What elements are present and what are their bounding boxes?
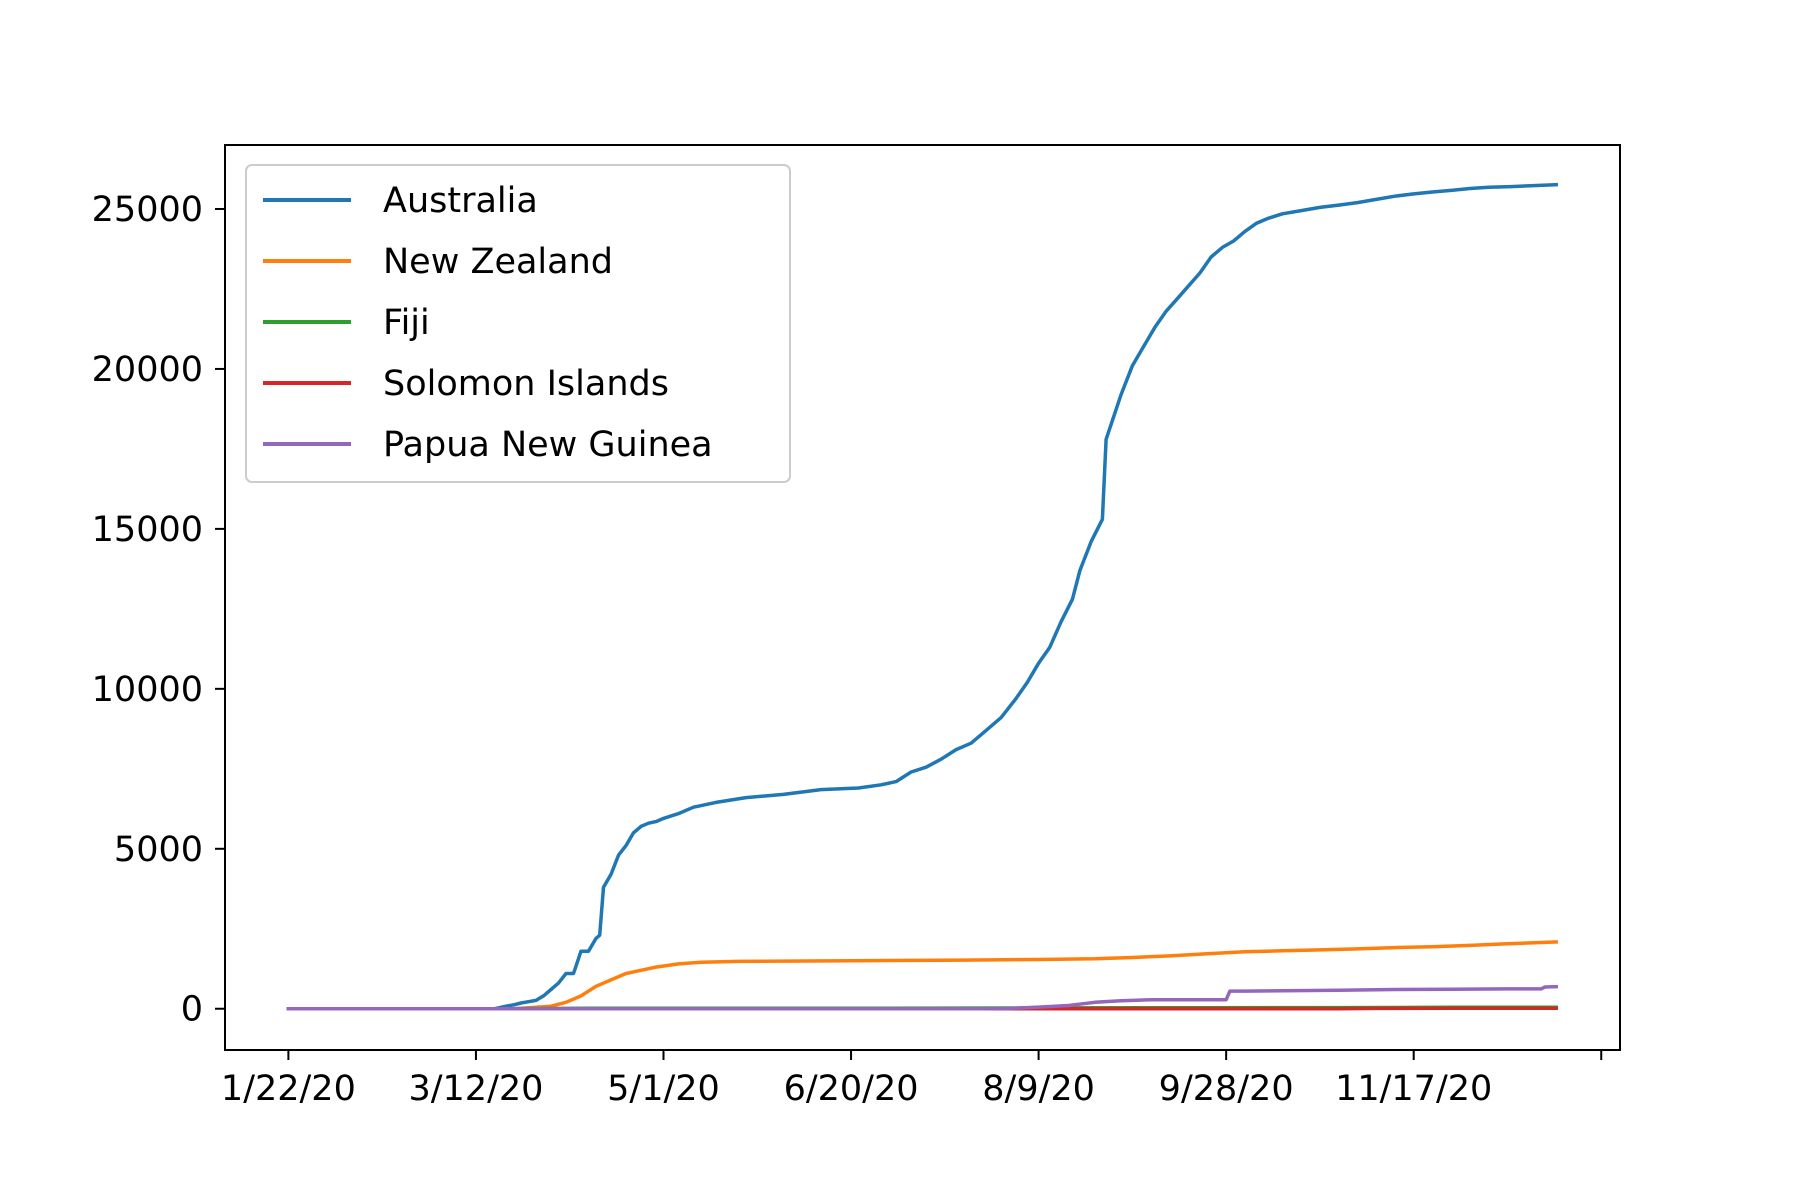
y-axis: 0 5000 10000 15000 20000 25000 [92, 190, 225, 1030]
y-tick-label: 10000 [92, 670, 203, 710]
legend: Australia New Zealand Fiji Solomon Islands P… [245, 164, 791, 483]
series-line-4 [286, 984, 1558, 1011]
y-tick-label: 25000 [92, 190, 203, 230]
legend-box [245, 164, 791, 483]
x-tick-label: 3/12/20 [408, 1069, 543, 1109]
plot-lines [286, 182, 1559, 1011]
legend-label: Australia [383, 181, 538, 221]
series-line-0 [286, 182, 1559, 1011]
x-tick-label: 1/22/20 [221, 1069, 356, 1109]
legend-label: Solomon Islands [383, 364, 669, 404]
legend-label: Papua New Guinea [383, 425, 713, 465]
x-tick-label: 5/1/20 [607, 1069, 720, 1109]
legend-label: Fiji [383, 303, 430, 343]
x-axis: 1/22/20 3/12/20 5/1/20 6/20/20 8/9/20 9/28/20… [221, 1050, 1603, 1109]
x-tick-label: 9/28/20 [1159, 1069, 1294, 1109]
y-tick-label: 5000 [114, 830, 203, 870]
series-line-1 [286, 940, 1559, 1011]
x-tick-label: 8/9/20 [982, 1069, 1095, 1109]
y-tick-label: 0 [181, 990, 203, 1030]
legend-label: New Zealand [383, 242, 613, 282]
x-tick-label: 6/20/20 [784, 1069, 919, 1109]
plot-frame [224, 144, 1621, 1051]
y-tick-label: 20000 [92, 350, 203, 390]
x-tick-label: 11/17/20 [1335, 1069, 1492, 1109]
y-tick-label: 15000 [92, 510, 203, 550]
